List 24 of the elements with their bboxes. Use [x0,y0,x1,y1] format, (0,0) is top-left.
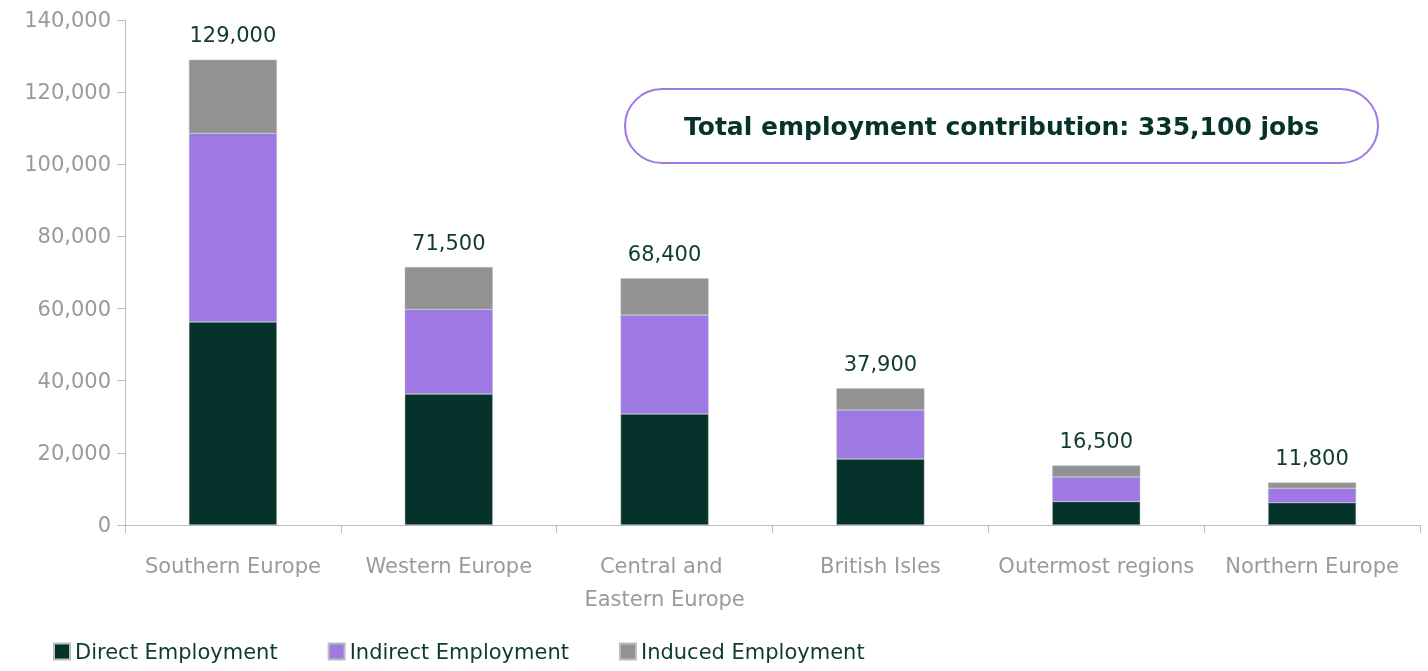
legend-label: Indirect Employment [349,639,569,664]
x-tick-label: Southern Europe [144,553,321,578]
x-tick-label: Outermost regions [998,553,1195,578]
total-label: 37,900 [843,351,918,376]
annotation: Total employment contribution: 335,100 jobs [624,88,1379,164]
total-label: 71,500 [412,230,486,255]
legend-label: Induced Employment [640,639,865,664]
total-label: 11,800 [1275,445,1349,470]
x-tick-label: Northern Europe [1225,553,1399,578]
y-tick-label: 0 [97,513,111,537]
y-tick-label: 60,000 [37,296,111,321]
y-tick-label: 20,000 [37,440,111,465]
y-tick-label: 80,000 [37,224,111,249]
y-tick-label: 100,000 [24,152,111,177]
x-tick-label: Central and Eastern Europe [584,553,745,611]
y-tick-label: 40,000 [37,368,111,393]
total-label: 129,000 [189,23,277,48]
y-tick-label: 120,000 [24,80,111,105]
legend-label: Direct Employment [75,639,278,664]
x-tick-label: British Isles [820,553,941,578]
total-label: 68,400 [627,241,702,266]
total-label: 16,500 [1059,428,1133,453]
x-tick-label: Western Europe [365,553,533,578]
y-tick-label: 140,000 [24,8,111,32]
